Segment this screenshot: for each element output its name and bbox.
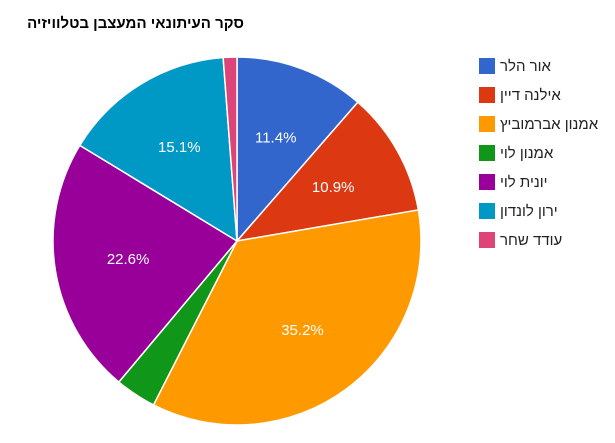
legend-label-3: אמנון לוי — [500, 145, 554, 162]
pie-slices — [52, 56, 422, 426]
slice-label-5: 15.1% — [158, 139, 201, 156]
slice-label-2: 35.2% — [281, 322, 324, 339]
pie-slice-5[interactable] — [78, 56, 238, 243]
slice-label-0: 11.4% — [255, 130, 296, 147]
legend-label-1: אילנה דיין — [500, 87, 561, 104]
pie-slice-labels: 11.4% 10.9% 35.2% 22.6% 15.1% — [107, 130, 355, 339]
legend-item-2[interactable]: אמנון אברמוביץ — [479, 116, 599, 133]
chart-title: סקר העיתונאי המעצבן בטלוויזיה — [27, 15, 244, 32]
legend-item-1[interactable]: אילנה דיין — [479, 87, 561, 104]
legend-item-6[interactable]: עודד שחר — [479, 232, 562, 249]
legend-item-4[interactable]: יונית לוי — [479, 174, 548, 191]
legend-label-0: אור הלר — [500, 58, 552, 75]
pie-slice-6[interactable] — [222, 56, 238, 242]
legend: אור הלר אילנה דיין אמנון אברמוביץ אמנון לוי… — [479, 58, 599, 249]
legend-swatch-5 — [479, 203, 495, 219]
legend-swatch-6 — [479, 232, 495, 248]
legend-label-2: אמנון אברמוביץ — [500, 116, 599, 133]
legend-swatch-2 — [479, 116, 495, 132]
pie-slice-1[interactable] — [235, 101, 420, 243]
legend-item-3[interactable]: אמנון לוי — [479, 145, 554, 162]
legend-item-0[interactable]: אור הלר — [479, 58, 552, 75]
slice-label-4: 22.6% — [107, 251, 150, 268]
pie-slice-0[interactable] — [236, 56, 359, 244]
legend-item-5[interactable]: ירון לונדון — [479, 203, 558, 220]
legend-label-4: יונית לוי — [500, 174, 548, 191]
legend-label-5: ירון לונדון — [500, 203, 558, 220]
legend-swatch-4 — [479, 174, 495, 190]
slice-label-1: 10.9% — [312, 179, 355, 196]
pie-slice-2[interactable] — [152, 209, 422, 426]
legend-swatch-0 — [479, 58, 495, 74]
legend-swatch-3 — [479, 145, 495, 161]
pie-slice-4[interactable] — [52, 144, 239, 384]
legend-swatch-1 — [479, 87, 495, 103]
legend-label-6: עודד שחר — [500, 232, 562, 249]
